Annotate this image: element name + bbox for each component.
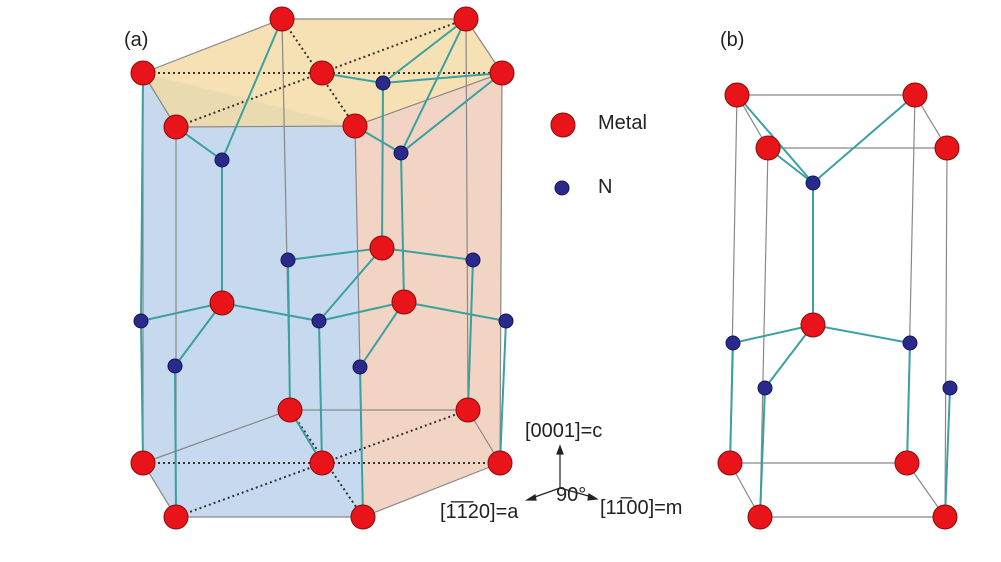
legend-label: Metal bbox=[598, 112, 647, 134]
axis-label: [1̅1̅20]=a bbox=[440, 500, 519, 523]
panel-label: (a) bbox=[124, 29, 148, 51]
panel-label: (b) bbox=[720, 29, 744, 51]
metal-atoms bbox=[718, 83, 959, 529]
legend-label: N bbox=[598, 176, 612, 198]
axis-label: [11̅00]=m bbox=[600, 496, 682, 519]
legend-n bbox=[555, 181, 569, 195]
legend-metal bbox=[551, 113, 575, 137]
angle-label: 90° bbox=[556, 484, 586, 506]
diagram: (a) Metal N [0001]=c 90° [1̅1̅20]=a [11̅… bbox=[0, 0, 1001, 562]
axis-label: [0001]=c bbox=[525, 420, 602, 442]
n-atoms bbox=[726, 176, 957, 395]
